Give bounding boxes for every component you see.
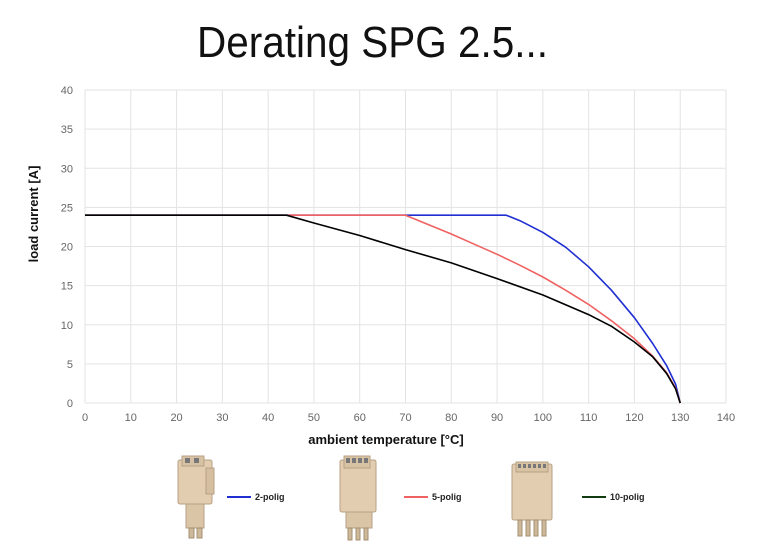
- y-tick-label: 10: [61, 320, 73, 332]
- y-tick-label: 0: [67, 398, 73, 410]
- derating-chart: 0 10 20 30 40 50 60 70 80 90 100 110 120 130 140 0 5 10 15…: [26, 85, 735, 447]
- legend-item-10-polig: 10-polig: [582, 492, 645, 502]
- legend-swatch-5-polig: [404, 496, 428, 498]
- legend-swatch-10-polig: [582, 496, 606, 498]
- legend-label-5-polig: 5-polig: [432, 492, 462, 502]
- connector-5-polig-image: [339, 455, 377, 541]
- y-axis-label: load current [A]: [26, 166, 41, 263]
- x-tick-label: 20: [170, 412, 182, 424]
- x-tick-label: 110: [580, 412, 598, 424]
- legend-label-2-polig: 2-polig: [255, 492, 285, 502]
- tick-labels: 0 10 20 30 40 50 60 70 80 90 100 110 120 130 140 0 5 10 15…: [61, 85, 735, 424]
- legend-swatch-2-polig: [227, 496, 251, 498]
- x-tick-label: 10: [125, 412, 137, 424]
- gridlines: [84, 89, 727, 404]
- connector-2-polig-image: [177, 455, 215, 539]
- chart-title: Derating SPG 2.5...: [196, 18, 549, 67]
- x-tick-label: 0: [82, 412, 88, 424]
- legend-item-5-polig: 5-polig: [404, 492, 462, 502]
- connector-10-polig-image: [511, 461, 553, 537]
- x-tick-label: 60: [354, 412, 366, 424]
- y-tick-label: 40: [61, 85, 73, 97]
- legend-label-10-polig: 10-polig: [610, 492, 645, 502]
- x-tick-label: 130: [671, 412, 689, 424]
- y-tick-label: 35: [61, 124, 73, 136]
- series-line-2-polig: [85, 214, 681, 404]
- x-tick-label: 30: [216, 412, 228, 424]
- y-tick-label: 5: [67, 359, 73, 371]
- data-series: [85, 214, 681, 404]
- legend-item-2-polig: 2-polig: [227, 492, 285, 502]
- x-tick-label: 80: [445, 412, 457, 424]
- y-tick-label: 20: [61, 242, 73, 254]
- x-tick-label: 70: [399, 412, 411, 424]
- series-line-10-polig: [85, 214, 681, 404]
- x-tick-label: 100: [534, 412, 552, 424]
- legend: 2-polig 5-polig 10-polig: [0, 452, 766, 544]
- y-tick-label: 15: [61, 281, 73, 293]
- x-tick-label: 40: [262, 412, 274, 424]
- x-tick-label: 90: [491, 412, 503, 424]
- x-tick-label: 140: [717, 412, 735, 424]
- y-tick-label: 30: [61, 163, 73, 175]
- x-axis-label: ambient temperature [°C]: [308, 432, 463, 447]
- x-tick-label: 120: [625, 412, 643, 424]
- y-tick-label: 25: [61, 202, 73, 214]
- x-tick-label: 50: [308, 412, 320, 424]
